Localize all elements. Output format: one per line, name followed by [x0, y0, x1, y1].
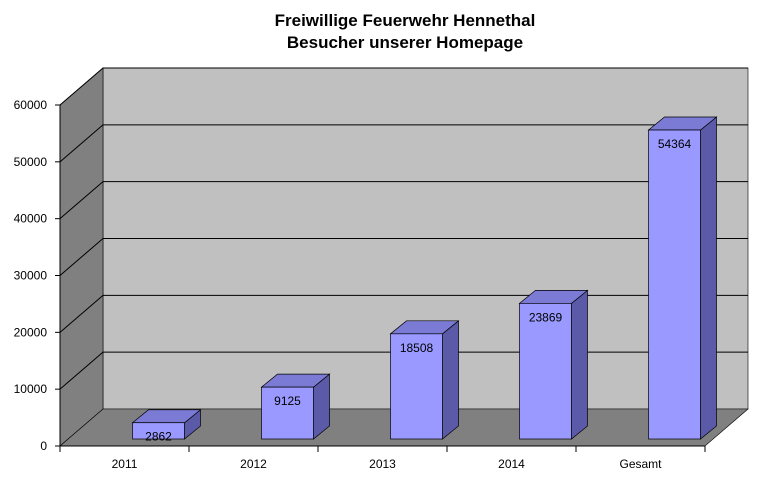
- y-tick-label: 30000: [14, 269, 48, 283]
- gridline: [59, 124, 748, 163]
- bar-2014: 23869: [518, 289, 589, 440]
- gridline: [59, 238, 748, 276]
- bars: 2862 9125 18508 23869 54364: [131, 116, 718, 444]
- data-label: 54364: [658, 137, 692, 151]
- y-tick-label: 40000: [14, 212, 48, 226]
- bar-side: [571, 289, 588, 440]
- bar-front: [132, 422, 185, 440]
- bar-2012: 9125: [260, 373, 331, 440]
- bar-side: [442, 320, 459, 440]
- bar-front: [648, 129, 701, 440]
- x-tick-label: 2012: [240, 457, 267, 471]
- x-tick-label: Gesamt: [619, 457, 662, 471]
- data-label: 9125: [274, 394, 301, 408]
- bar-2011: 2862: [131, 408, 202, 444]
- x-tick-label: 2014: [498, 457, 525, 471]
- bar-2013: 18508: [389, 320, 460, 440]
- y-tick-label: 60000: [14, 98, 48, 112]
- data-label: 2862: [145, 430, 172, 444]
- data-label: 23869: [529, 310, 563, 324]
- chart-title: Freiwillige Feuerwehr Hennethal Besucher…: [0, 10, 765, 54]
- x-axis: 2011 2012 2013 2014 Gesamt: [59, 445, 706, 471]
- x-tick-label: 2011: [112, 457, 138, 471]
- chart-title-line2: Besucher unserer Homepage: [286, 33, 524, 52]
- chart-title-line1: Freiwillige Feuerwehr Hennethal: [274, 11, 536, 30]
- bar-front: [390, 333, 443, 440]
- bar-gesamt: 54364: [647, 116, 718, 440]
- y-axis: 0 10000 20000 30000 40000 50000 60000: [14, 98, 61, 453]
- y-tick-label: 50000: [14, 155, 48, 169]
- x-tick-label: 2013: [369, 457, 396, 471]
- bar-side: [700, 116, 717, 440]
- gridline: [59, 181, 748, 220]
- y-tick-label: 0: [40, 439, 47, 453]
- data-label: 18508: [400, 341, 434, 355]
- y-tick-label: 10000: [14, 382, 48, 396]
- bar-front: [519, 302, 572, 440]
- y-tick-label: 20000: [14, 325, 48, 339]
- bar-front: [261, 386, 314, 440]
- gridline: [59, 67, 748, 106]
